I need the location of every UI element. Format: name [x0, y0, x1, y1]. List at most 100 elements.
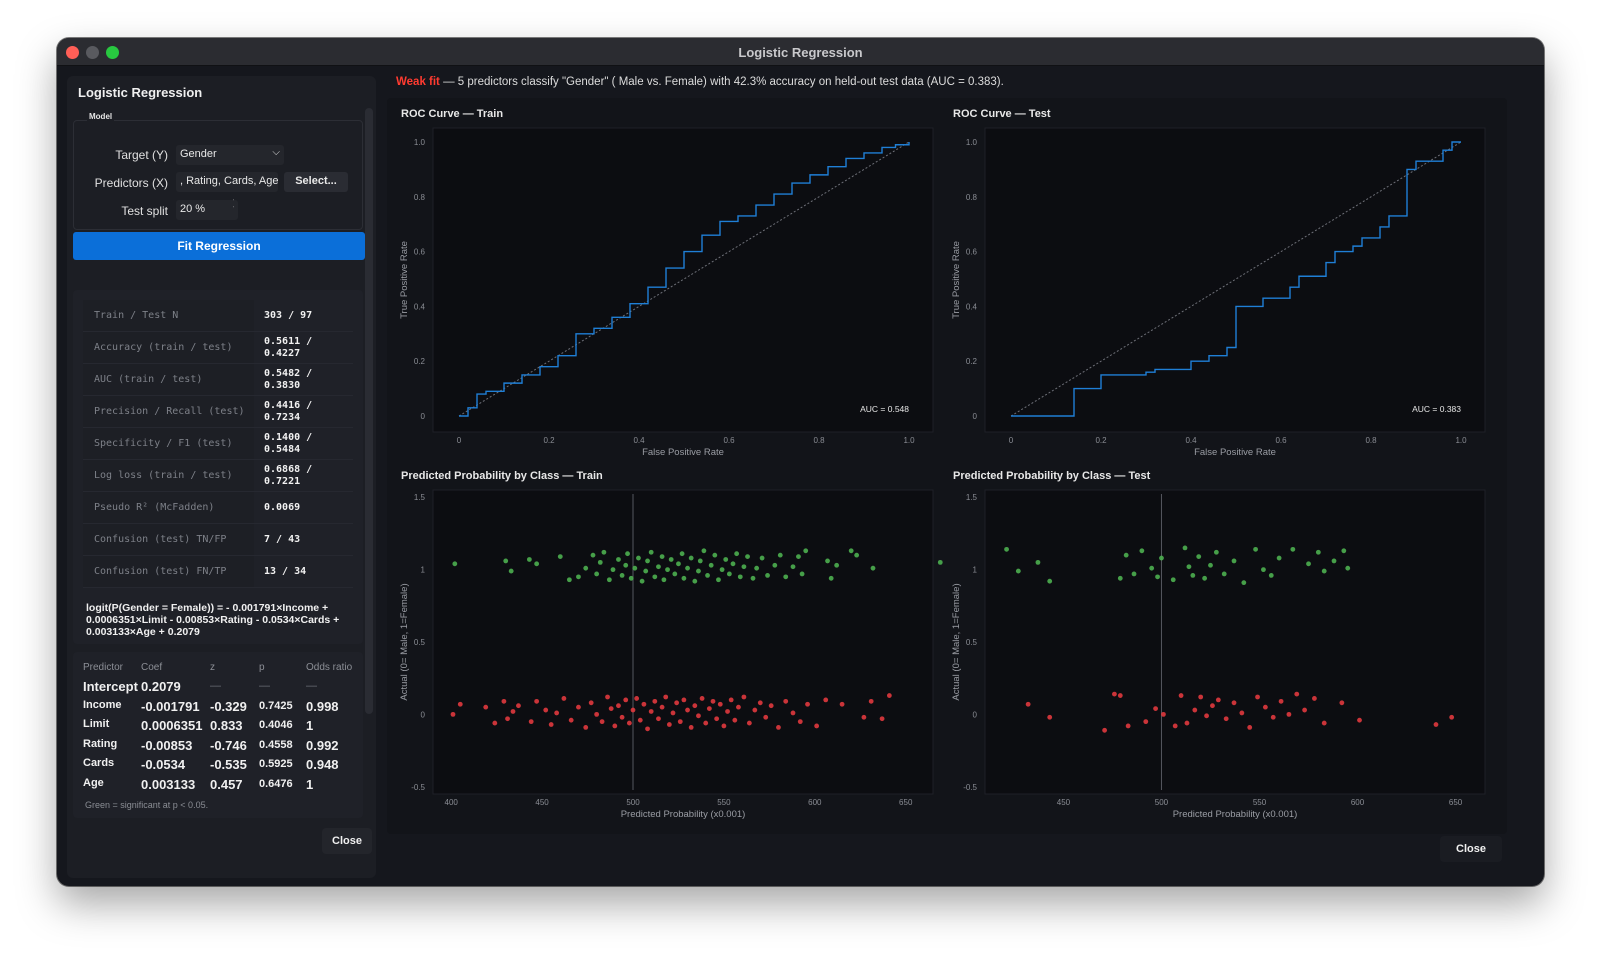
- coef-predictor: Cards: [83, 757, 115, 770]
- coef-z: -0.535: [210, 757, 247, 773]
- female-point: [790, 564, 796, 570]
- minimize-window-button[interactable]: [86, 46, 99, 59]
- male-point: [450, 711, 456, 717]
- male-point: [732, 717, 738, 723]
- male-point: [814, 723, 820, 729]
- male-point: [790, 710, 796, 716]
- male-point: [663, 694, 669, 700]
- male-point: [1184, 720, 1190, 726]
- x-tick-label: 0.4: [633, 436, 645, 445]
- stat-row: Precision / Recall (test) 0.4416 / 0.7234: [83, 396, 353, 428]
- male-point: [483, 704, 489, 710]
- y-tick-label: 0: [421, 412, 426, 421]
- select-predictors-button[interactable]: Select...: [284, 172, 348, 192]
- female-point: [1268, 573, 1274, 578]
- female-point: [597, 559, 603, 565]
- y-tick-label: 0: [973, 412, 978, 421]
- male-point: [666, 722, 672, 727]
- x-tick-label: 0: [1009, 436, 1014, 445]
- x-axis-label: Predicted Probability (x0.001): [621, 809, 746, 820]
- x-tick-label: 600: [1351, 798, 1365, 807]
- chevron-down-icon: ⌵: [272, 147, 280, 158]
- female-point: [937, 559, 943, 565]
- x-tick-label: 1.0: [1455, 436, 1467, 445]
- panel-scrollbar[interactable]: [365, 108, 373, 714]
- female-point: [665, 567, 670, 573]
- y-tick-label: 1: [421, 566, 426, 575]
- female-point: [672, 571, 678, 577]
- prob-train-chart: 400 450 500 550 600 650 -0.5 0 0.5 1 1.5 Predicted …: [399, 489, 943, 820]
- female-point: [854, 552, 860, 558]
- male-point: [605, 694, 610, 700]
- regression-equation: logit(P(Gender = Female)) = - 0.001791×I…: [86, 602, 340, 638]
- x-tick-label: 650: [899, 798, 913, 807]
- male-point: [674, 700, 680, 706]
- y-tick-label: 1: [973, 566, 978, 575]
- male-point: [616, 703, 621, 709]
- prob-test-chart: 450 500 550 600 650 -0.5 0 0.5 1 1.5 Predicted Pro…: [951, 489, 1486, 820]
- roc-train-title: ROC Curve — Train: [401, 108, 504, 120]
- male-point: [534, 698, 540, 704]
- male-point: [1339, 700, 1345, 706]
- fit-regression-button[interactable]: Fit Regression: [73, 232, 365, 260]
- coef-value: 0.0006351: [141, 718, 203, 734]
- female-point: [1345, 565, 1351, 571]
- male-point: [1047, 714, 1053, 720]
- x-tick-label: 600: [808, 798, 822, 807]
- male-point: [1125, 723, 1131, 729]
- female-point: [601, 549, 607, 555]
- female-point: [1186, 564, 1192, 570]
- female-point: [716, 577, 721, 583]
- female-point: [652, 574, 658, 580]
- female-point: [576, 574, 581, 580]
- x-tick-label: 0.6: [723, 436, 735, 445]
- target-select-value: Gender: [180, 148, 217, 160]
- female-point: [765, 573, 770, 578]
- female-point: [1123, 552, 1129, 558]
- y-tick-label: -0.5: [411, 783, 425, 792]
- close-button-left[interactable]: Close: [322, 828, 372, 854]
- x-tick-label: 550: [1253, 798, 1267, 807]
- female-point: [1231, 558, 1237, 564]
- window-title: Logistic Regression: [738, 45, 863, 60]
- stat-value: 13 / 34: [264, 566, 307, 577]
- male-point: [492, 720, 498, 726]
- female-point: [452, 561, 458, 567]
- close-button[interactable]: Close: [1440, 836, 1502, 862]
- male-point: [706, 706, 712, 711]
- male-point: [554, 710, 560, 716]
- female-point: [783, 574, 789, 580]
- male-point: [1172, 723, 1178, 729]
- close-window-button[interactable]: [66, 46, 79, 59]
- female-point: [1159, 555, 1164, 561]
- male-point: [1449, 714, 1455, 720]
- male-point: [1255, 694, 1260, 700]
- coef-value: -0.001791: [141, 698, 200, 714]
- female-point: [1035, 559, 1041, 565]
- male-point: [703, 720, 709, 726]
- predictors-field[interactable]: , Rating, Cards, Age: [176, 172, 278, 192]
- test-split-stepper[interactable]: 20 % ˙ ˙: [176, 200, 238, 220]
- stat-row: AUC (train / test) 0.5482 / 0.3830: [83, 364, 353, 396]
- coef-odds: 1: [306, 777, 314, 792]
- male-point: [1239, 710, 1245, 716]
- male-point: [763, 714, 769, 720]
- stat-value: 7 / 43: [264, 534, 301, 545]
- coef-p: 0.4558: [259, 738, 293, 751]
- female-point: [750, 575, 756, 581]
- y-tick-label: 0: [973, 710, 978, 719]
- target-select[interactable]: Gender ⌵: [176, 145, 284, 165]
- female-point: [701, 548, 707, 554]
- zoom-window-button[interactable]: [106, 46, 119, 59]
- stepper-arrows-icon[interactable]: ˙ ˙: [232, 200, 235, 214]
- female-point: [1331, 558, 1337, 564]
- female-point: [676, 561, 681, 567]
- coef-z: -0.329: [210, 698, 247, 714]
- roc-test-title: ROC Curve — Test: [953, 108, 1051, 120]
- female-point: [526, 557, 532, 562]
- male-point: [1161, 711, 1166, 717]
- fit-summary-text: — 5 predictors classify "Gender" ( Male …: [439, 76, 1004, 88]
- stat-label: Specificity / F1 (test): [83, 428, 254, 459]
- stat-row: Accuracy (train / test) 0.5611 / 0.4227: [83, 332, 353, 364]
- x-tick-label: 450: [1057, 798, 1071, 807]
